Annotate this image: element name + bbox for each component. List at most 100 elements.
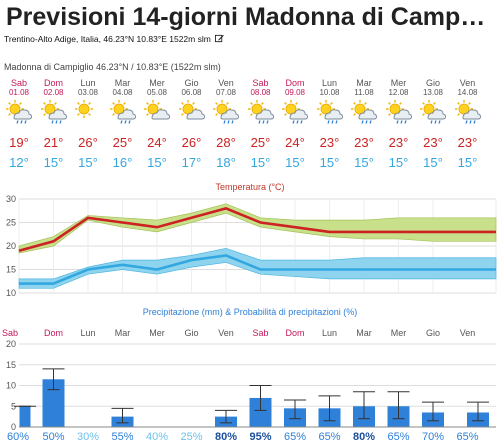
day-name: Lun <box>321 78 338 88</box>
day-name: Lun <box>80 78 96 88</box>
sun-cloud-rain-icon <box>420 100 447 124</box>
min-temperature: 18° <box>216 155 236 170</box>
day-column[interactable]: Mer 05.08 24° 15° <box>140 78 174 170</box>
precipitation-chart-title: Precipitazione (mm) & Probabilità di pre… <box>143 307 358 317</box>
sun-cloud-rain-icon <box>40 100 67 124</box>
bar-category-label: Gio <box>426 328 440 338</box>
sun-cloud-rain-icon <box>6 100 33 124</box>
precipitation-probability: 30% <box>77 431 99 443</box>
max-temperature: 23° <box>319 135 340 150</box>
day-column[interactable]: Gio 13.08 23° 15° <box>416 78 450 170</box>
min-temperature: 15° <box>250 155 271 170</box>
day-column[interactable]: Ven 14.08 23° 15° <box>451 78 485 170</box>
day-date: 05.08 <box>146 88 168 97</box>
y-tick-label: 0 <box>11 422 16 432</box>
sun-cloud-rain-icon <box>247 100 274 124</box>
day-column[interactable]: Mar 04.08 25° 16° <box>106 78 140 170</box>
edit-icon[interactable] <box>215 34 225 43</box>
day-name: Sab <box>252 78 269 88</box>
day-date: 06.08 <box>181 88 202 97</box>
day-name: Gio <box>425 78 440 88</box>
day-column[interactable]: Sab 01.08 19° 12° <box>2 78 36 170</box>
sun-cloud-rain-icon <box>454 100 481 124</box>
max-temperature: 21° <box>43 135 64 150</box>
day-forecast-row: Sab 01.08 19° 12° Dom 02.08 21° 15° Lun 03.08 26° 1… <box>0 78 501 174</box>
max-temperature: 23° <box>388 135 409 150</box>
min-temperature: 15° <box>457 155 478 170</box>
temperature-chart-title: Temperatura (°C) <box>215 182 284 192</box>
bar-category-label: Mar <box>356 328 372 338</box>
precipitation-probability: 70% <box>422 431 444 443</box>
day-column[interactable]: Mar 11.08 23° 15° <box>347 78 381 170</box>
y-tick-label: 20 <box>6 339 16 349</box>
min-temperature: 15° <box>285 155 305 170</box>
day-name: Dom <box>285 78 305 88</box>
day-column[interactable]: Ven 07.08 28° 18° <box>209 78 243 170</box>
y-tick-label: 30 <box>6 194 16 204</box>
bar-category-label: Sab <box>2 328 18 338</box>
precipitation-probability: 25% <box>180 431 202 443</box>
precipitation-probability: 50% <box>42 431 64 443</box>
precipitation-bar <box>249 397 272 427</box>
day-date: 02.08 <box>43 88 64 97</box>
day-name: Gio <box>184 78 199 88</box>
precipitation-chart: Precipitazione (mm) & Probabilità di pre… <box>2 307 496 443</box>
day-name: Mer <box>390 78 407 88</box>
day-column[interactable]: Lun 10.08 23° 15° <box>313 78 347 170</box>
y-tick-label: 15 <box>6 360 16 370</box>
precipitation-probability: 40% <box>146 431 168 443</box>
min-temperature: 15° <box>147 155 167 170</box>
precipitation-probability: 60% <box>7 431 29 443</box>
min-temperature-line <box>19 254 496 285</box>
day-column[interactable]: Dom 02.08 21° 15° <box>37 78 71 170</box>
max-temperature: 28° <box>216 135 236 150</box>
min-temperature: 15° <box>43 155 64 170</box>
min-temperature: 12° <box>9 155 29 170</box>
max-temperature: 19° <box>9 135 29 150</box>
day-column[interactable]: Gio 06.08 26° 17° <box>175 78 209 170</box>
max-temperature: 25° <box>112 135 133 150</box>
min-temperature: 15° <box>388 155 409 170</box>
max-temperature: 26° <box>181 135 202 150</box>
precipitation-probability: 65% <box>284 431 306 443</box>
day-name: Mar <box>356 78 372 88</box>
day-date: 04.08 <box>112 88 133 97</box>
y-tick-label: 5 <box>11 401 16 411</box>
bar-category-label: Gio <box>184 328 198 338</box>
max-temperature: 23° <box>354 135 374 150</box>
min-temperature: 15° <box>354 155 374 170</box>
day-name: Ven <box>218 78 234 88</box>
day-date: 08.08 <box>250 88 271 97</box>
precipitation-probability: 65% <box>387 431 409 443</box>
bar-category-label: Lun <box>80 328 95 338</box>
sun-icon <box>75 100 93 118</box>
max-temperature: 26° <box>78 135 98 150</box>
bar-category-label: Mer <box>149 328 165 338</box>
day-date: 03.08 <box>77 88 99 97</box>
bar-category-label: Lun <box>322 328 337 338</box>
day-date: 13.08 <box>422 88 444 97</box>
day-date: 14.08 <box>457 88 478 97</box>
location-subtitle-text: Trentino-Alto Adige, Italia, 46.23°N 10.… <box>4 34 211 44</box>
day-column[interactable]: Mer 12.08 23° 15° <box>382 78 416 170</box>
precipitation-bar <box>42 379 65 427</box>
sun-cloud-rain-icon <box>316 100 343 124</box>
page-title: Previsioni 14-giorni Madonna di Camp… <box>6 3 486 31</box>
sun-cloud-icon <box>178 100 205 120</box>
max-temperature-line <box>18 207 496 252</box>
day-name: Mar <box>114 78 131 88</box>
day-date: 11.08 <box>354 88 374 97</box>
min-temperature: 16° <box>112 155 133 170</box>
y-tick-label: 20 <box>6 241 16 251</box>
min-temperature: 15° <box>78 155 98 170</box>
min-temperature: 15° <box>319 155 340 170</box>
precipitation-probability: 65% <box>318 431 340 443</box>
day-column[interactable]: Dom 09.08 24° 15° <box>278 78 312 170</box>
precipitation-probability: 80% <box>353 431 375 443</box>
day-date: 01.08 <box>8 88 30 97</box>
precipitation-probability: 95% <box>249 431 271 443</box>
day-column[interactable]: Sab 08.08 25° 15° <box>244 78 278 170</box>
sun-cloud-rain-icon <box>351 100 378 124</box>
bar-category-label: Ven <box>460 328 476 338</box>
day-column[interactable]: Lun 03.08 26° 15° <box>71 78 105 170</box>
